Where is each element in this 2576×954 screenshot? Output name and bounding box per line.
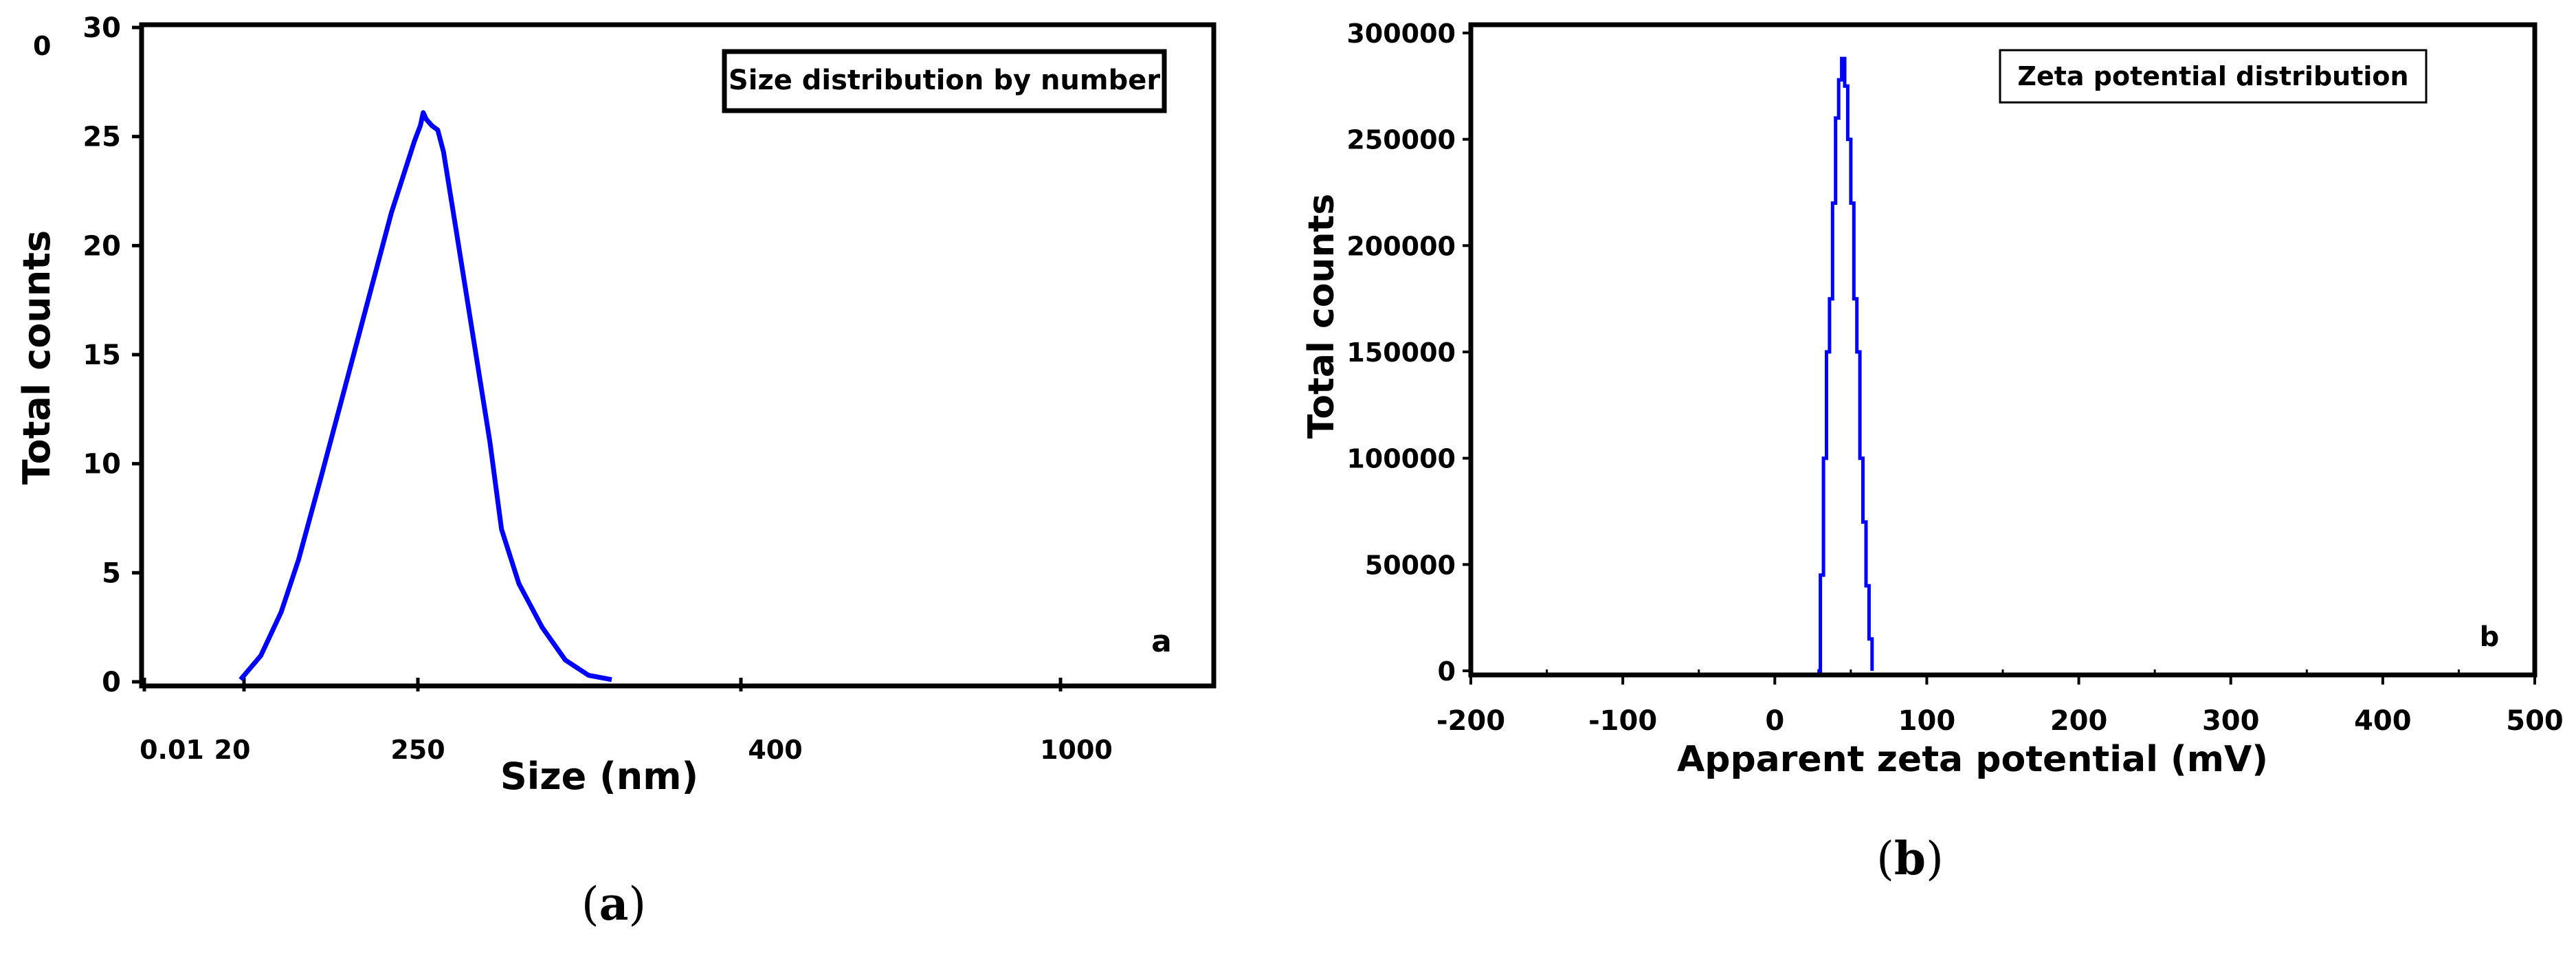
y-tick-label-b: 300000: [1346, 19, 1456, 49]
y-tick-label-a: 15: [82, 340, 121, 371]
y-tick-label-b: 250000: [1346, 125, 1456, 155]
series-line-b: [1817, 56, 1874, 673]
y-tick-label-b: 150000: [1346, 337, 1456, 368]
x-tick-label-a: 0.01: [140, 735, 204, 765]
y-tick-label-b: 100000: [1346, 444, 1456, 474]
caption-a: (a): [581, 877, 646, 931]
x-tick-label-b: 0: [1765, 705, 1784, 737]
panel-letter-a: a: [1151, 624, 1172, 659]
caption-b: (b): [1876, 832, 1944, 885]
chart-title-b: Zeta potential distribution: [2017, 61, 2408, 91]
panel-letter-b: b: [2480, 621, 2500, 653]
y-top-stray-label-a: 0: [33, 31, 51, 61]
y-tick-label-a: 20: [82, 230, 121, 262]
x-tick-label-a: 1000: [1040, 735, 1113, 765]
x-tick-label-b: 100: [1898, 705, 1956, 737]
chart-title-a: Size distribution by number: [729, 65, 1160, 96]
panel-a: Size distribution by number 0 5 10 15 20 25 30…: [15, 12, 1217, 931]
y-axis-label-b: Total counts: [1301, 194, 1342, 439]
y-tick-label-a: 0: [102, 667, 121, 698]
plot-frame-a: [139, 22, 1217, 689]
x-tick-label-b: 200: [2050, 705, 2108, 737]
x-tick-label-a: 400: [748, 735, 802, 765]
x-tick-label-b: 400: [2354, 705, 2412, 737]
title-box-b: [1999, 49, 2428, 104]
x-axis-ticks-a: 0.01 20 250 400 1000: [140, 678, 1113, 765]
panel-b: Zeta potential distribution 0 50000 100000…: [1301, 19, 2564, 885]
x-tick-label-b: 500: [2506, 705, 2564, 737]
y-tick-label-b: 200000: [1346, 231, 1456, 261]
y-tick-label-a: 25: [82, 122, 121, 153]
y-axis-label-a: Total counts: [15, 230, 58, 485]
x-axis-ticks-b: -200 -100 0 100 200 300 400 500: [1436, 669, 2564, 737]
y-tick-label-a: 10: [82, 449, 121, 480]
x-tick-label-b: -200: [1436, 705, 1505, 737]
y-tick-label-a: 30: [82, 12, 121, 44]
series-line-a: [238, 110, 612, 683]
y-tick-label-b: 0: [1438, 656, 1456, 687]
y-axis-ticks-a: 0 5 10 15 20 25 30: [82, 12, 142, 698]
x-tick-label-b: -100: [1588, 705, 1657, 737]
x-tick-label-b: 300: [2202, 705, 2260, 737]
x-axis-label-b: Apparent zeta potential (mV): [1677, 739, 2268, 780]
y-tick-label-a: 5: [102, 557, 121, 589]
x-axis-label-a: Size (nm): [500, 755, 698, 798]
plot-frame-b: [1468, 22, 2538, 678]
y-axis-ticks-b: 0 50000 100000 150000 200000 250000 300000: [1346, 19, 1471, 687]
y-tick-label-b: 50000: [1365, 550, 1456, 580]
title-box-a: [722, 49, 1167, 113]
x-tick-label-a: 20: [214, 735, 251, 765]
x-tick-label-a: 250: [390, 735, 445, 765]
